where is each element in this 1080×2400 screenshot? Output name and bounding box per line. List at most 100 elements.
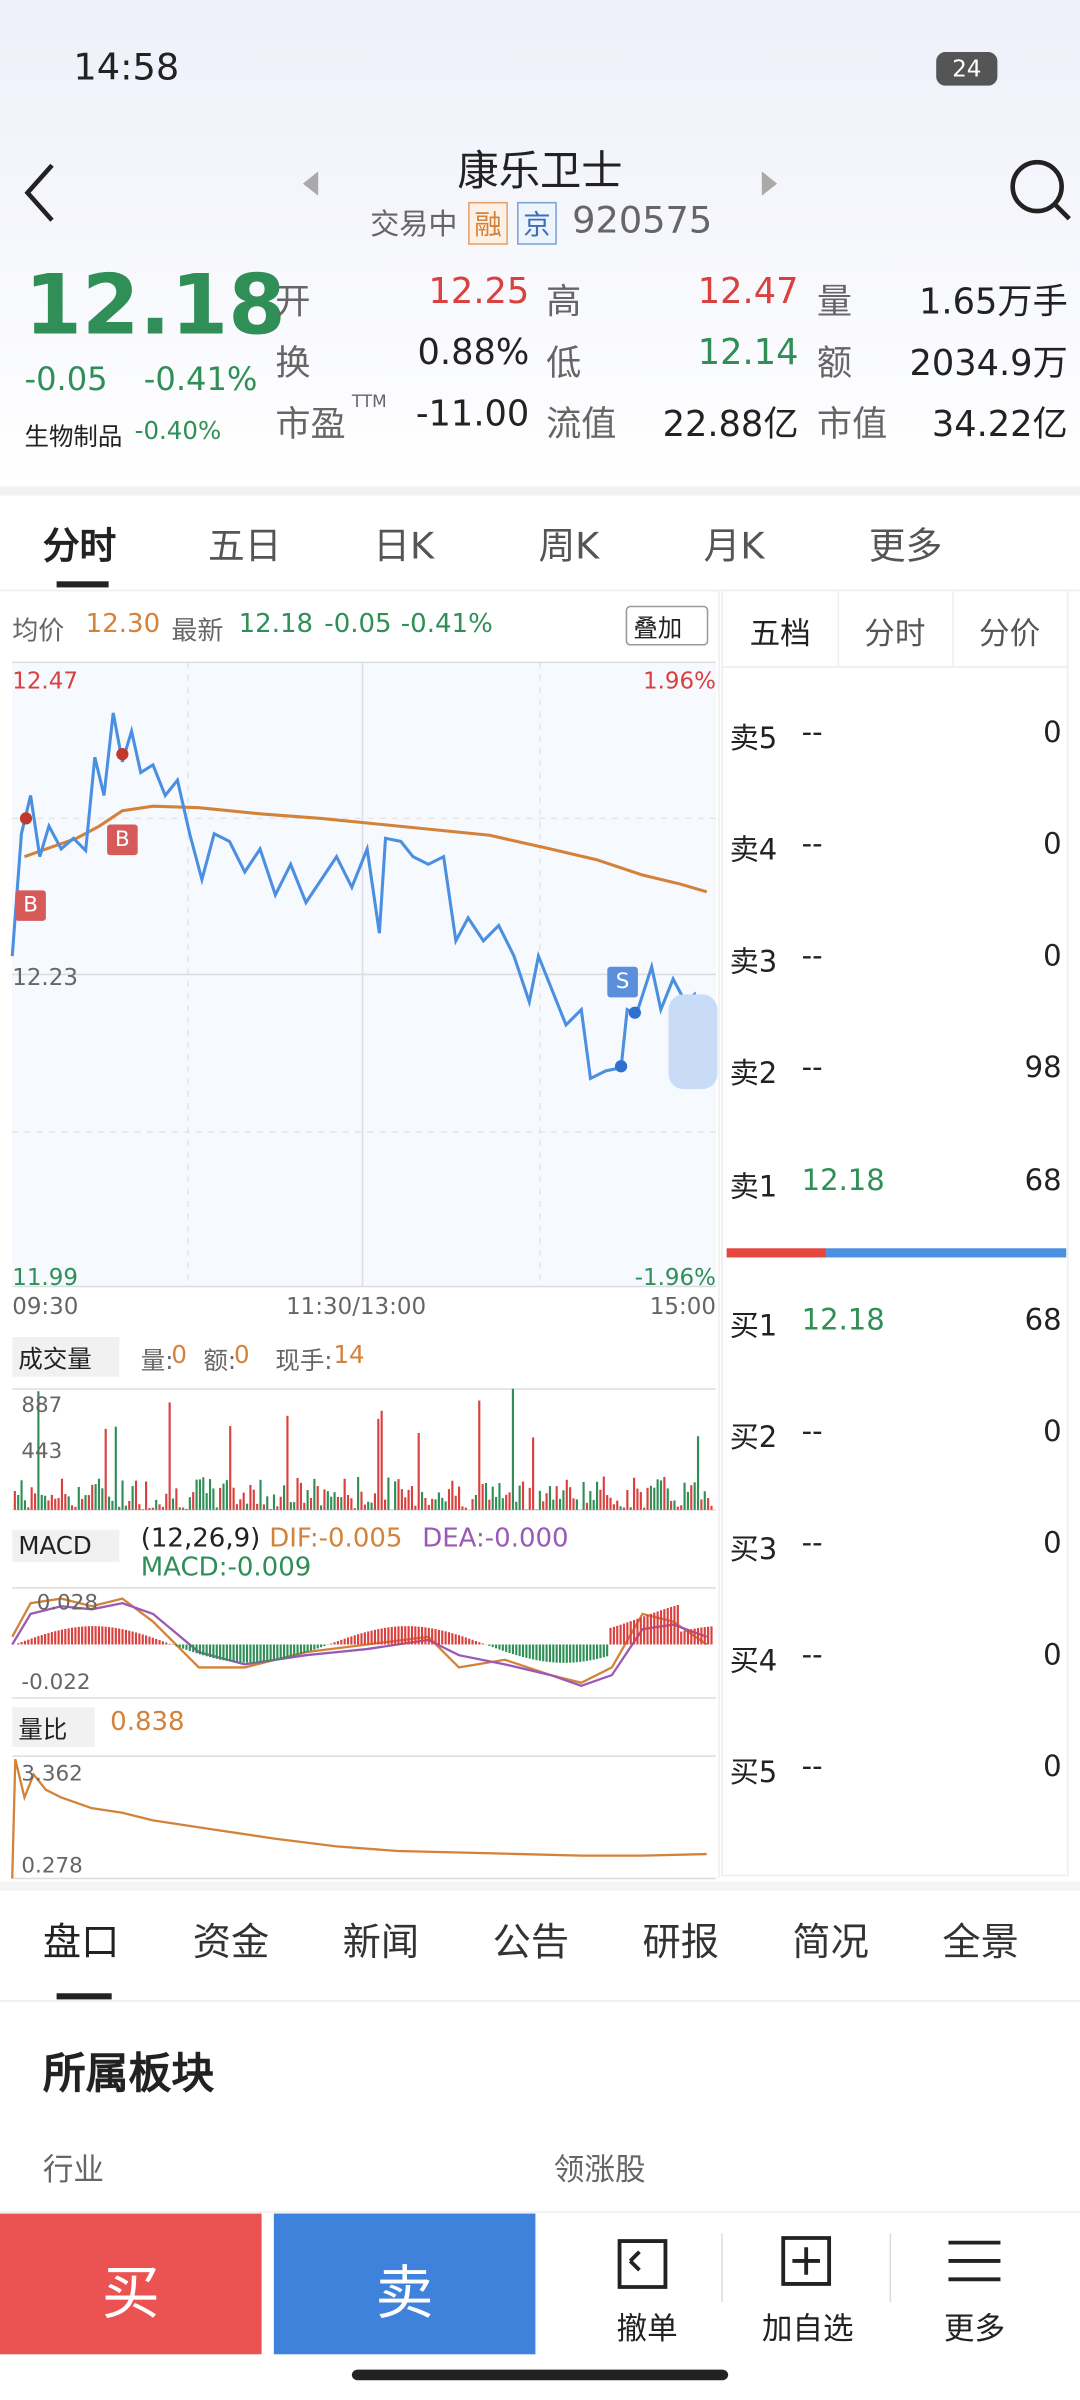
- bar: [649, 1613, 652, 1645]
- action-label[interactable]: 加自选: [761, 2309, 854, 2347]
- bar: [498, 1483, 501, 1510]
- sell-button-bg[interactable]: [273, 2213, 536, 2355]
- overlay-button[interactable]: 叠加: [625, 605, 709, 646]
- bar: [360, 1491, 363, 1510]
- bar: [431, 1628, 434, 1645]
- legend-item: 12.30: [85, 608, 161, 640]
- bar: [511, 1388, 514, 1510]
- bar: [20, 1480, 23, 1510]
- bar: [182, 1507, 185, 1510]
- sell-button[interactable]: 卖: [375, 2259, 434, 2327]
- bar: [451, 1480, 454, 1510]
- stat-label: 开: [275, 283, 311, 323]
- ask-share-bar: [726, 1248, 827, 1258]
- bar: [23, 1500, 27, 1510]
- y-label: 0.028: [36, 1590, 99, 1616]
- marker-dot: [116, 748, 129, 761]
- bar: [498, 1644, 501, 1650]
- bar: [357, 1634, 360, 1645]
- buy-button[interactable]: 买: [101, 2259, 160, 2327]
- bar: [582, 1481, 585, 1510]
- bar: [266, 1496, 269, 1510]
- bar: [40, 1494, 43, 1510]
- sector-change: -0.40%: [134, 416, 222, 446]
- bar: [565, 1479, 568, 1510]
- book-volume: 0: [1043, 1750, 1062, 1784]
- bar: [97, 1478, 101, 1510]
- bar: [13, 1490, 16, 1510]
- add-icon[interactable]: [781, 2236, 832, 2286]
- bar: [343, 1638, 346, 1645]
- bar: [30, 1638, 33, 1645]
- title: 康乐卫士: [457, 148, 623, 196]
- bar: [491, 1644, 494, 1648]
- bar: [595, 1644, 599, 1659]
- book-label: 卖1: [729, 1170, 778, 1204]
- bar: [538, 1644, 541, 1661]
- volume-item: 0: [171, 1340, 187, 1370]
- bar: [663, 1476, 666, 1510]
- stock-code: 920575: [572, 198, 713, 242]
- bar: [592, 1644, 595, 1660]
- panel-name[interactable]: MACD: [12, 1529, 120, 1562]
- bar: [548, 1644, 552, 1663]
- bar: [569, 1644, 572, 1663]
- bar: [134, 1632, 138, 1645]
- bar: [215, 1644, 218, 1659]
- bar: [414, 1626, 417, 1645]
- bar: [343, 1478, 346, 1510]
- action-label[interactable]: 更多: [943, 2309, 1006, 2347]
- bar: [387, 1477, 390, 1510]
- bar: [643, 1616, 646, 1645]
- book-volume: 68: [1024, 1164, 1062, 1198]
- action-label[interactable]: 撤单: [616, 2309, 678, 2347]
- bar: [313, 1478, 316, 1510]
- bar: [155, 1499, 158, 1510]
- bar: [259, 1644, 262, 1663]
- bar: [138, 1633, 141, 1645]
- book-volume: 0: [1043, 827, 1062, 862]
- battery: 24: [936, 52, 998, 86]
- bar: [192, 1492, 195, 1510]
- bar: [528, 1487, 531, 1510]
- bar: [249, 1484, 252, 1510]
- bar: [121, 1629, 124, 1645]
- cancel-icon[interactable]: [617, 2239, 668, 2289]
- more-icon[interactable]: [948, 2240, 1001, 2282]
- bar: [165, 1493, 168, 1510]
- bar: [54, 1631, 57, 1645]
- bar: [447, 1489, 451, 1510]
- bar: [81, 1626, 84, 1645]
- bar: [572, 1644, 575, 1663]
- panel-name[interactable]: 成交量: [12, 1337, 120, 1377]
- bar: [370, 1502, 373, 1510]
- bar: [330, 1496, 333, 1510]
- bar: [380, 1410, 383, 1510]
- search-icon[interactable]: [1010, 159, 1064, 214]
- bar: [148, 1508, 151, 1510]
- legend-item: 12.18: [238, 608, 314, 640]
- bar: [360, 1633, 363, 1645]
- bar: [279, 1496, 282, 1510]
- bar: [690, 1485, 693, 1510]
- bar: [309, 1497, 313, 1510]
- book-volume: 98: [1024, 1050, 1062, 1085]
- stat-label: 高: [546, 283, 582, 323]
- bar: [599, 1489, 602, 1510]
- bar: [451, 1633, 454, 1645]
- panel-name[interactable]: 量比: [12, 1707, 95, 1747]
- bar: [609, 1627, 612, 1645]
- tab-indicator: [56, 1993, 112, 2000]
- bar: [64, 1494, 67, 1510]
- bar: [441, 1630, 444, 1645]
- cursor-handle[interactable]: [668, 994, 718, 1090]
- y-label: 0.278: [21, 1854, 83, 1879]
- bar: [676, 1604, 679, 1645]
- bar: [464, 1637, 467, 1645]
- bar: [67, 1496, 70, 1510]
- bar: [74, 1506, 77, 1510]
- bar: [229, 1426, 232, 1510]
- marker-dot: [19, 812, 33, 825]
- buy-button-bg[interactable]: [0, 2213, 262, 2355]
